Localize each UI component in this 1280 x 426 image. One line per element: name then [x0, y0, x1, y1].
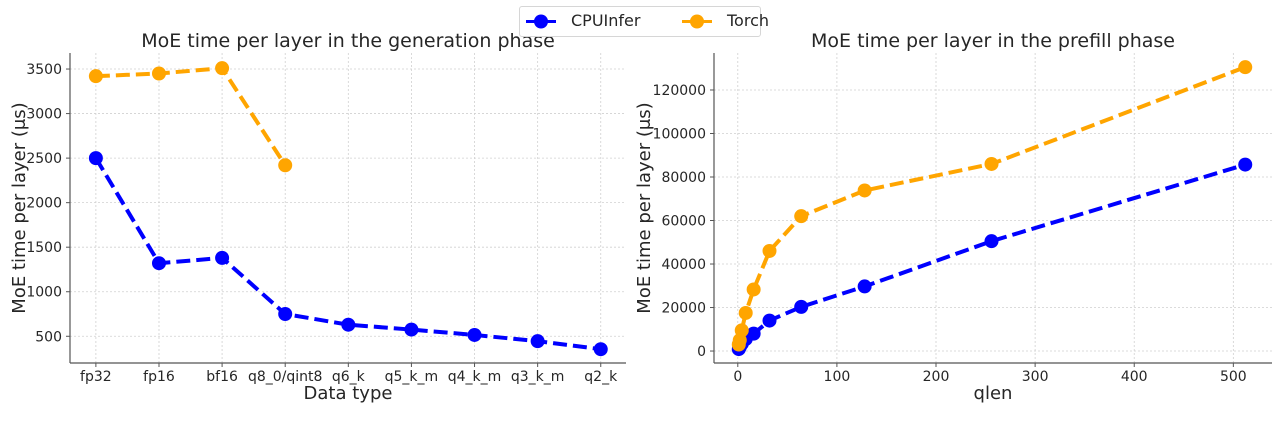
data-point-cpuinfer	[1238, 157, 1253, 172]
data-point-cpuinfer	[794, 299, 809, 314]
legend-cpuinfer-marker	[534, 14, 548, 29]
data-point-cpuinfer	[341, 317, 356, 332]
x-tick-label: 100	[824, 369, 851, 385]
x-tick-label: 0	[733, 369, 742, 385]
data-point-cpuinfer	[278, 307, 293, 322]
x-tick-label: fp32	[80, 369, 112, 385]
x-tick-label: bf16	[206, 369, 238, 385]
data-point-torch	[151, 66, 166, 81]
y-tick-label: 0	[697, 344, 706, 360]
data-point-cpuinfer	[762, 313, 777, 328]
x-tick-label: 500	[1220, 369, 1247, 385]
y-axis-label: MoE time per layer (μs)	[9, 102, 30, 313]
x-tick-label: q2_k	[584, 369, 618, 385]
x-tick-label: fp16	[143, 369, 175, 385]
data-point-cpuinfer	[215, 250, 230, 265]
y-tick-label: 3500	[26, 62, 62, 78]
data-point-torch	[734, 323, 749, 338]
data-point-cpuinfer	[746, 326, 761, 341]
x-tick-label: q3_k_m	[511, 369, 565, 385]
x-tick-label: q8_0/qint8	[248, 369, 322, 385]
y-tick-label: 3000	[26, 107, 62, 123]
data-point-cpuinfer	[530, 334, 545, 349]
x-tick-label: q6_k	[332, 369, 366, 385]
data-point-torch	[738, 305, 753, 320]
data-point-torch	[88, 69, 103, 84]
chart-generation: fp32 fp16 bf16 q8_0/qint8 q6_k q5_k_m q4_k_m q3…	[9, 30, 626, 404]
y-tick-label: 1500	[26, 240, 62, 256]
data-point-torch	[215, 61, 230, 76]
legend-label-cpuinfer: CPUInfer	[571, 11, 641, 30]
legend-marks	[526, 14, 712, 29]
data-point-cpuinfer	[151, 256, 166, 271]
data-point-cpuinfer	[857, 279, 872, 294]
x-tick-label: q5_k_m	[385, 369, 439, 385]
data-point-torch	[1238, 60, 1253, 75]
series-line-cpuinfer	[94, 157, 602, 352]
x-tick-label: 300	[1022, 369, 1049, 385]
data-point-cpuinfer	[593, 342, 608, 357]
chart-title: MoE time per layer in the prefill phase	[811, 30, 1175, 52]
x-axis-label: Data type	[304, 383, 393, 404]
x-tick-label: q4_k_m	[448, 369, 502, 385]
data-point-torch	[278, 158, 293, 173]
y-tick-label: 100000	[653, 126, 706, 142]
y-axis-label: MoE time per layer (μs)	[634, 102, 655, 313]
y-tick-label: 2000	[26, 196, 62, 212]
data-point-torch	[857, 183, 872, 198]
data-point-cpuinfer	[467, 327, 482, 342]
y-tick-label: 60000	[661, 214, 706, 230]
data-point-cpuinfer	[984, 234, 999, 249]
data-point-torch	[984, 156, 999, 171]
y-tick-label: 80000	[661, 170, 706, 186]
data-point-torch	[794, 209, 809, 224]
y-tick-label: 1000	[26, 285, 62, 301]
legend-torch-marker	[690, 14, 704, 29]
data-point-cpuinfer	[88, 151, 103, 166]
data-point-torch	[762, 243, 777, 258]
y-tick-label: 2500	[26, 151, 62, 167]
y-tick-label: 120000	[653, 83, 706, 99]
x-axis-label: qlen	[974, 383, 1013, 404]
legend-label-torch: Torch	[727, 11, 770, 30]
legend: CPUInfer Torch	[519, 6, 769, 37]
data-point-cpuinfer	[404, 322, 419, 337]
series-line-torch	[95, 66, 287, 167]
x-tick-label: 400	[1121, 369, 1148, 385]
series-line-cpuinfer	[736, 162, 1246, 350]
y-tick-label: 20000	[661, 301, 706, 317]
y-tick-label: 500	[35, 329, 62, 345]
x-tick-label: 200	[923, 369, 950, 385]
y-tick-label: 40000	[661, 257, 706, 273]
chart-title: MoE time per layer in the generation pha…	[141, 30, 555, 52]
data-point-torch	[746, 282, 761, 297]
chart-prefill: 0 100 200 300 400 500 0 20000 40000 60000 80000 100…	[634, 30, 1272, 404]
